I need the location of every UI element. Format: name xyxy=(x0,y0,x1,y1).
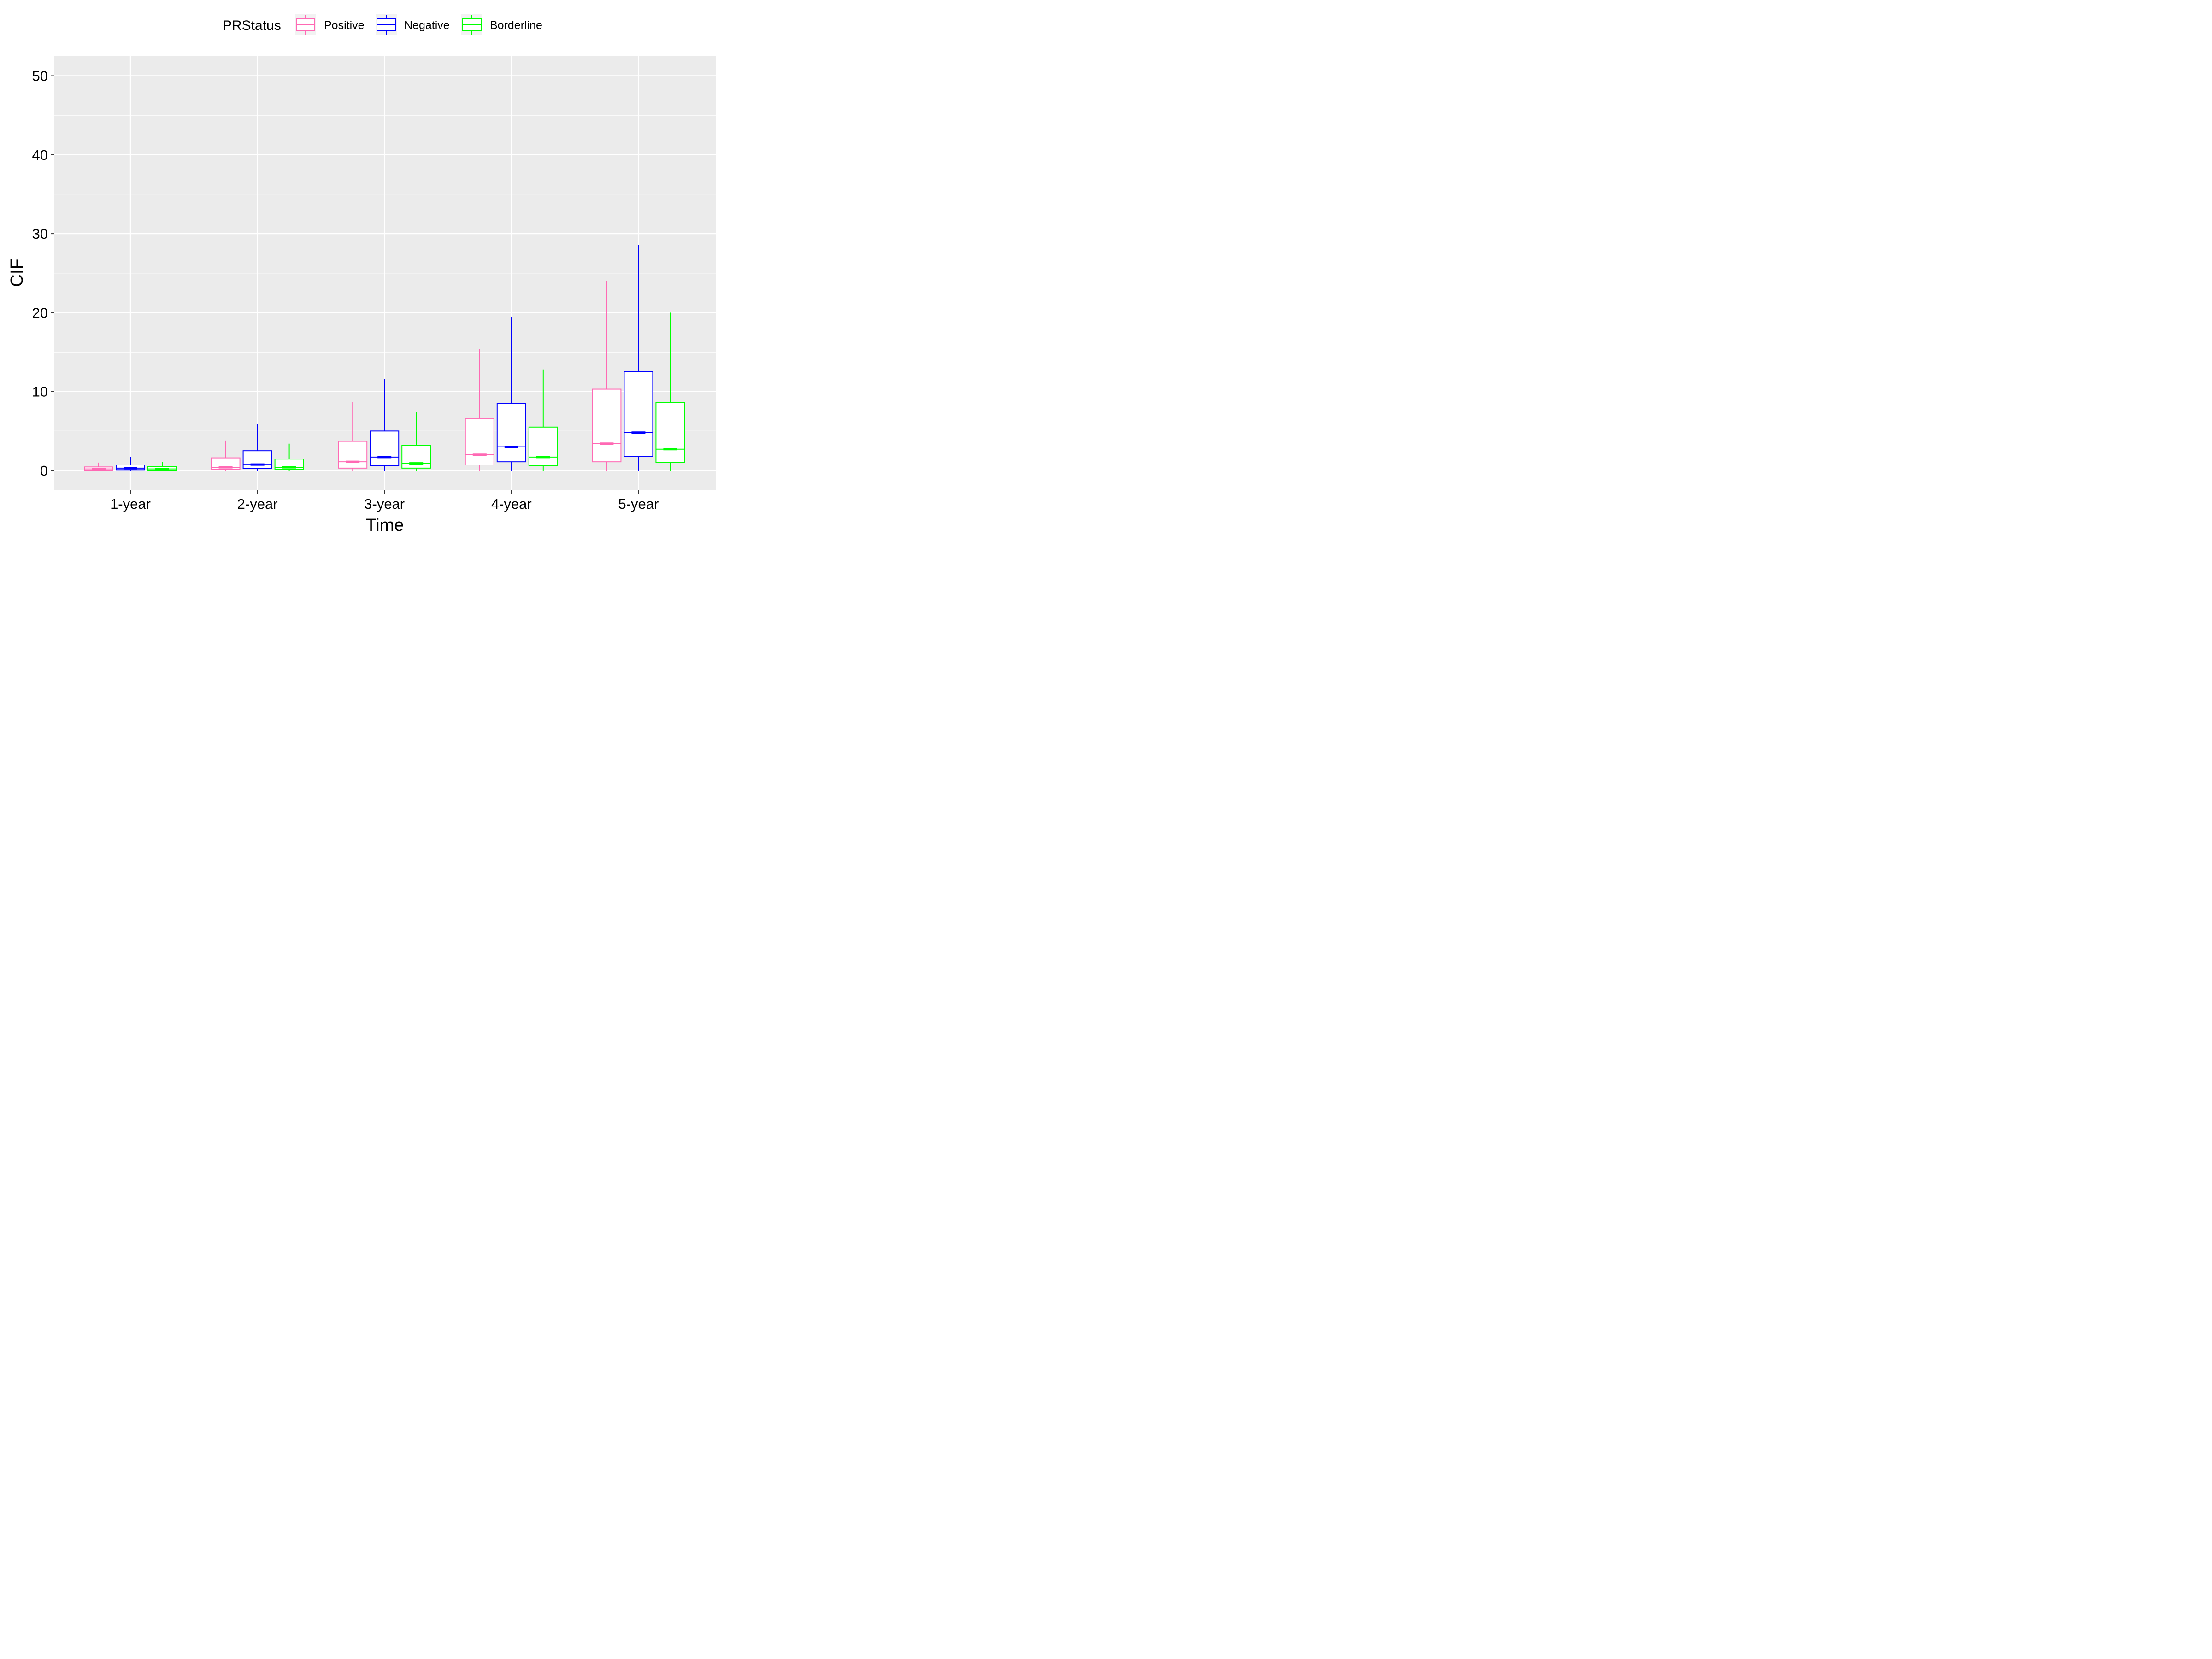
box-layer xyxy=(84,245,685,471)
box-borderline-5-year xyxy=(655,312,685,471)
box-positive-5-year xyxy=(592,281,622,471)
legend-label-borderline: Borderline xyxy=(490,19,542,32)
box-body xyxy=(274,459,304,470)
y-axis-title: CIF xyxy=(7,259,27,287)
box-positive-2-year xyxy=(211,440,241,471)
x-tick-label: 2-year xyxy=(237,496,278,512)
box-body xyxy=(370,430,400,466)
box-body xyxy=(465,418,494,466)
x-axis-title: Time xyxy=(365,516,404,535)
box-positive-3-year xyxy=(338,401,368,471)
legend-label-positive: Positive xyxy=(324,19,365,32)
box-body xyxy=(528,426,558,466)
legend: PRStatus Positive Negative Borderline xyxy=(223,14,542,35)
y-axis: 0 10 20 30 40 50 xyxy=(32,68,54,479)
box-body xyxy=(655,402,685,463)
y-tick-label: 10 xyxy=(32,384,48,400)
box-borderline-3-year xyxy=(401,412,431,471)
legend-title: PRStatus xyxy=(223,18,281,33)
box-negative-4-year xyxy=(496,316,526,471)
box-body xyxy=(242,450,272,469)
x-tick-label: 1-year xyxy=(110,496,151,512)
major-gridlines xyxy=(54,56,716,490)
box-positive-1-year xyxy=(84,462,113,471)
box-borderline-1-year xyxy=(147,462,177,471)
y-tick-label: 50 xyxy=(32,68,48,84)
box-body xyxy=(592,388,622,463)
box-negative-5-year xyxy=(624,245,653,471)
box-body xyxy=(338,441,368,469)
box-borderline-2-year xyxy=(274,443,304,471)
y-tick-label: 40 xyxy=(32,147,48,163)
x-axis: 1-year 2-year 3-year 4-year 5-year xyxy=(110,490,659,512)
box-negative-1-year xyxy=(116,457,145,471)
y-tick-label: 30 xyxy=(32,226,48,242)
x-tick-label: 3-year xyxy=(364,496,405,512)
box-body xyxy=(401,445,431,469)
y-tick-label: 20 xyxy=(32,305,48,321)
y-tick-label: 0 xyxy=(40,463,48,479)
box-body xyxy=(624,371,653,457)
boxplot-chart: 0 10 20 30 40 50 1-year 2-year 3-year 4-year 5-ye… xyxy=(7,14,716,535)
box-positive-4-year xyxy=(465,349,494,471)
x-tick-label: 4-year xyxy=(491,496,532,512)
box-negative-2-year xyxy=(242,424,272,471)
legend-label-negative: Negative xyxy=(404,19,450,32)
x-tick-label: 5-year xyxy=(618,496,659,512)
box-body xyxy=(496,403,526,463)
box-borderline-4-year xyxy=(528,369,558,471)
box-negative-3-year xyxy=(370,379,400,471)
